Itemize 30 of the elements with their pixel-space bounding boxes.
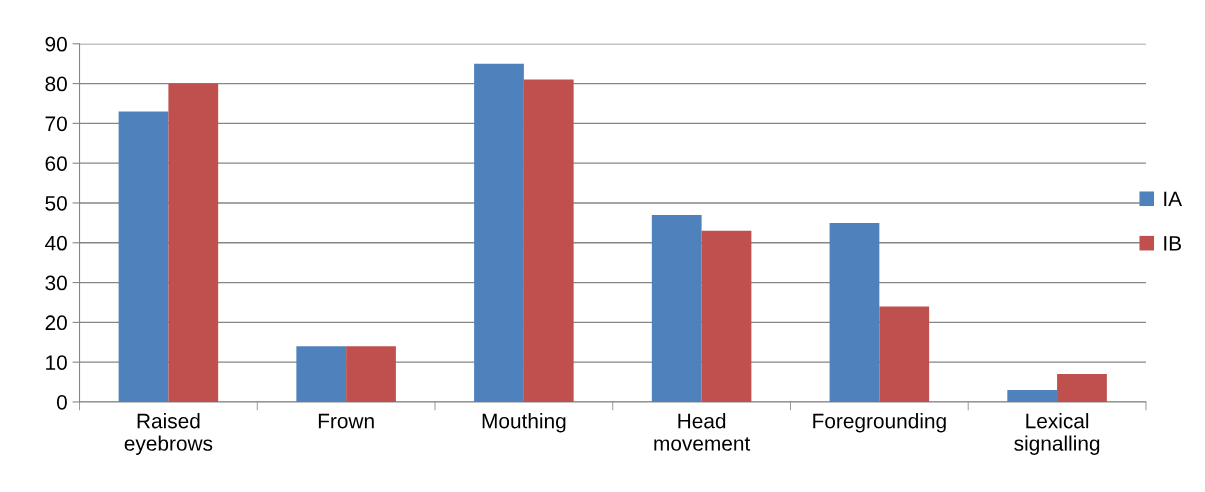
y-tick-label: 20 [45,315,67,331]
bar [523,79,574,402]
bar [118,111,169,402]
x-tick-label: Mouthing [482,413,566,433]
x-tick-label: Head movement [654,413,751,451]
x-tick-label: Foregrounding [813,413,946,433]
bar [168,83,219,402]
bar [651,214,702,402]
y-tick-label: 80 [45,76,67,92]
legend-label: IA [1164,191,1183,207]
y-tick-label: 60 [45,156,67,171]
bar [474,63,524,402]
y-tick-label: 0 [56,394,67,410]
x-tick-label: Lexical signalling [1014,413,1100,455]
y-tick-label: 50 [45,195,67,211]
x-tick-label: Frown [318,413,374,429]
bar [829,222,880,402]
bar [701,230,752,402]
bar [1007,390,1058,402]
y-tick-label: 70 [45,116,67,132]
bar [879,306,930,402]
legend-label: IB [1164,236,1181,251]
y-tick-label: 90 [45,36,67,52]
x-tick-label: Raised eyebrows [124,413,213,455]
y-tick-label: 10 [46,355,67,370]
bar [1057,374,1107,402]
y-tick-label: 30 [45,275,67,291]
y-tick-label: 40 [45,235,67,251]
bar [346,346,396,402]
bar [296,346,347,402]
